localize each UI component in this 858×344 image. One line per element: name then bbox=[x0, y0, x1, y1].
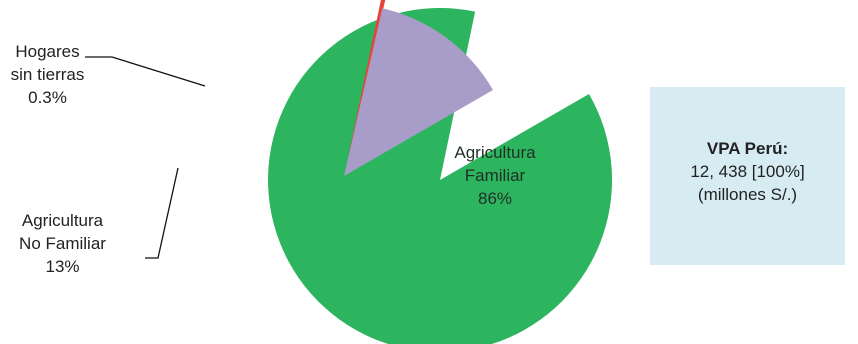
vpa-info-box: VPA Perú: 12, 438 [100%] (millones S/.) bbox=[650, 87, 845, 265]
label-line: Agricultura bbox=[21, 211, 104, 230]
leader-line-hogares bbox=[85, 56, 206, 87]
label-line: sin tierras bbox=[10, 65, 85, 84]
info-unit: (millones S/.) bbox=[697, 185, 798, 204]
info-value: 12, 438 [100%] bbox=[690, 162, 805, 181]
value-label: 0.3% bbox=[28, 88, 67, 107]
info-title: VPA Perú: bbox=[706, 139, 789, 158]
label-hogares-sin-tierras: Hogares sin tierras 0.3% bbox=[0, 40, 95, 109]
label-line: No Familiar bbox=[19, 234, 106, 253]
value-label: 13% bbox=[45, 257, 80, 276]
slice-agricultura-no-familiar bbox=[344, 8, 493, 176]
label-agricultura-familiar: Agricultura Familiar 86% bbox=[405, 141, 585, 210]
value-label: 86% bbox=[477, 189, 513, 208]
label-agricultura-no-familiar: Agricultura No Familiar 13% bbox=[0, 209, 125, 278]
slice-agricultura-familiar bbox=[268, 8, 613, 344]
leader-line-no-familiar bbox=[145, 167, 179, 259]
label-line: Familiar bbox=[464, 166, 526, 185]
label-line: Agricultura bbox=[454, 143, 536, 162]
label-line: Hogares bbox=[15, 42, 80, 61]
